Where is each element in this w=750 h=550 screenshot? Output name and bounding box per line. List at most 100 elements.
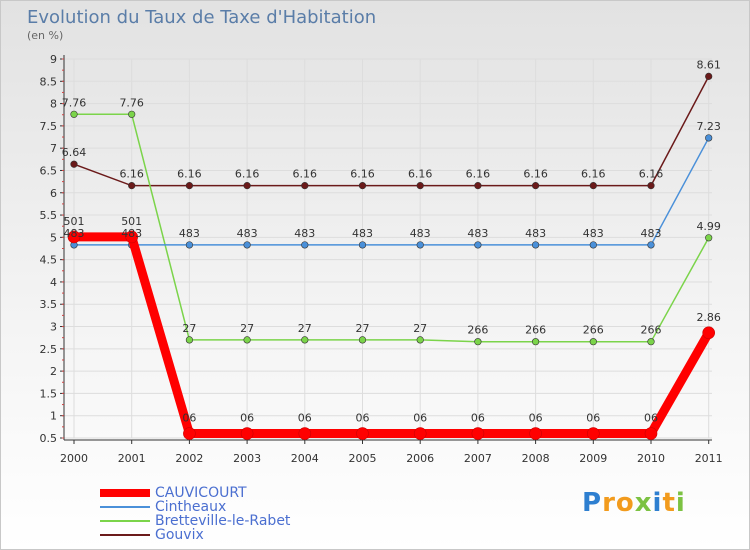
y-tick-label: 7.5 xyxy=(40,120,58,133)
data-label-cintheaux: 483 xyxy=(64,227,85,240)
y-tick-label: 6.5 xyxy=(40,164,58,177)
legend-swatch-bretteville xyxy=(100,520,150,522)
chart-subtitle: (en %) xyxy=(27,29,64,42)
data-label-gouvix: 6.16 xyxy=(639,168,664,181)
logo-letter: o xyxy=(615,488,635,518)
logo-letter: x xyxy=(634,488,653,518)
data-label-bretteville-le-rabet: 27 xyxy=(356,322,370,335)
y-tick-label: 0.5 xyxy=(40,432,58,445)
data-point-cintheaux xyxy=(589,241,597,249)
logo-letter: i xyxy=(652,488,663,518)
logo-letter: r xyxy=(602,488,616,518)
data-label-cauvicourt: 06 xyxy=(182,412,196,425)
y-tick-label: 1 xyxy=(50,410,57,423)
legend-label-gouvix: Gouvix xyxy=(155,527,204,543)
data-point-cauvicourt xyxy=(298,427,312,440)
y-tick-label: 3.5 xyxy=(40,298,58,311)
data-point-cintheaux xyxy=(647,241,655,249)
grid-layer xyxy=(64,58,712,439)
data-label-bretteville-le-rabet: 4.99 xyxy=(696,220,721,233)
x-tick-label: 2000 xyxy=(60,452,88,465)
y-tick-label: 8 xyxy=(50,98,57,111)
data-label-cauvicourt: 06 xyxy=(644,412,658,425)
y-tick-label: 2 xyxy=(50,365,57,378)
data-point-gouvix xyxy=(358,182,367,190)
y-tick-label: 7 xyxy=(50,142,57,155)
data-label-layer: 501 501 06 06 06 06 06 06 06 06 06 2.86 483 483 483 483… xyxy=(62,58,721,424)
data-label-gouvix: 6.16 xyxy=(523,168,548,181)
data-label-gouvix: 6.16 xyxy=(177,168,202,181)
data-point-gouvix xyxy=(647,182,655,190)
series-line-cintheaux xyxy=(74,137,710,246)
data-label-gouvix: 6.64 xyxy=(62,146,87,159)
y-tick-label: 3 xyxy=(50,321,57,334)
data-point-cintheaux xyxy=(531,241,540,249)
data-point-bretteville-le-rabet xyxy=(185,336,193,344)
data-label-bretteville-le-rabet: 266 xyxy=(583,324,604,337)
data-label-cauvicourt: 06 xyxy=(529,412,543,425)
data-point-cauvicourt xyxy=(356,427,369,440)
x-tick-label: 2001 xyxy=(118,452,146,465)
data-label-bretteville-le-rabet: 27 xyxy=(413,322,427,335)
data-label-cintheaux: 483 xyxy=(467,227,488,240)
data-label-gouvix: 6.16 xyxy=(293,168,318,181)
legend-label-bretteville: Bretteville-le-Rabet xyxy=(155,513,291,529)
series-line-cauvicourt xyxy=(74,232,713,439)
y-tick-label: 5 xyxy=(50,231,57,244)
legend-label-cintheaux: Cintheaux xyxy=(155,499,227,515)
series-line-bretteville-le-rabet xyxy=(74,113,710,343)
data-label-gouvix: 6.16 xyxy=(119,168,144,181)
data-point-gouvix xyxy=(705,72,713,80)
x-tick-label: 2010 xyxy=(637,452,665,465)
data-label-gouvix: 6.16 xyxy=(235,168,260,181)
data-label-cintheaux: 483 xyxy=(237,227,258,240)
data-label-bretteville-le-rabet: 27 xyxy=(298,322,312,335)
data-point-cauvicourt xyxy=(413,427,427,440)
x-tick-label: 2002 xyxy=(175,452,203,465)
data-label-bretteville-le-rabet: 7.76 xyxy=(119,96,144,109)
data-label-cintheaux: 483 xyxy=(525,227,546,240)
data-label-gouvix: 6.16 xyxy=(581,168,606,181)
data-label-cauvicourt: 501 xyxy=(64,215,85,228)
chart-title: Evolution du Taux de Taxe d'Habitation xyxy=(27,7,377,28)
x-tick-label: 2007 xyxy=(464,452,492,465)
data-point-cauvicourt xyxy=(702,326,716,340)
axis-layer: 0.5 1 1.5 2 2.5 3 3.5 4 4.5 5 5.5 6 6.5 7 7.5 8 8.5 9 2000… xyxy=(40,53,723,465)
data-point-bretteville-le-rabet xyxy=(647,338,655,346)
data-point-bretteville-le-rabet xyxy=(301,336,309,344)
data-label-gouvix: 6.16 xyxy=(408,168,433,181)
logo-letter: i xyxy=(675,488,686,518)
y-tick-label: 1.5 xyxy=(40,387,58,400)
data-label-gouvix: 6.16 xyxy=(466,168,491,181)
data-label-cauvicourt: 501 xyxy=(121,215,142,228)
data-point-cauvicourt xyxy=(471,427,485,440)
data-label-cauvicourt: 06 xyxy=(471,412,485,425)
data-label-cintheaux: 483 xyxy=(121,227,142,240)
legend-swatch-gouvix xyxy=(100,534,150,536)
data-label-cintheaux: 483 xyxy=(410,227,431,240)
data-label-cintheaux: 7.23 xyxy=(696,120,721,133)
data-point-gouvix xyxy=(128,182,136,190)
data-point-cintheaux xyxy=(358,241,367,249)
data-label-bretteville-le-rabet: 266 xyxy=(525,324,546,337)
data-point-gouvix xyxy=(589,182,597,190)
data-label-cintheaux: 483 xyxy=(583,227,604,240)
data-label-cauvicourt: 06 xyxy=(356,412,370,425)
data-point-bretteville-le-rabet xyxy=(128,110,136,118)
data-point-cauvicourt xyxy=(586,427,600,440)
y-tick-label: 6 xyxy=(50,187,57,200)
data-label-cintheaux: 483 xyxy=(179,227,200,240)
data-label-cauvicourt: 06 xyxy=(298,412,312,425)
data-point-cintheaux xyxy=(416,241,424,249)
data-point-gouvix xyxy=(301,182,309,190)
x-tick-label: 2004 xyxy=(291,452,319,465)
data-label-gouvix: 8.61 xyxy=(696,58,721,71)
data-point-cintheaux xyxy=(301,241,309,249)
legend-swatch-cauvicourt xyxy=(100,489,150,497)
y-tick-label: 9 xyxy=(50,53,57,66)
data-label-gouvix: 6.16 xyxy=(350,168,375,181)
data-point-gouvix xyxy=(70,160,78,168)
data-label-cauvicourt: 06 xyxy=(586,412,600,425)
data-point-bretteville-le-rabet xyxy=(416,336,424,344)
data-point-gouvix xyxy=(185,182,193,190)
